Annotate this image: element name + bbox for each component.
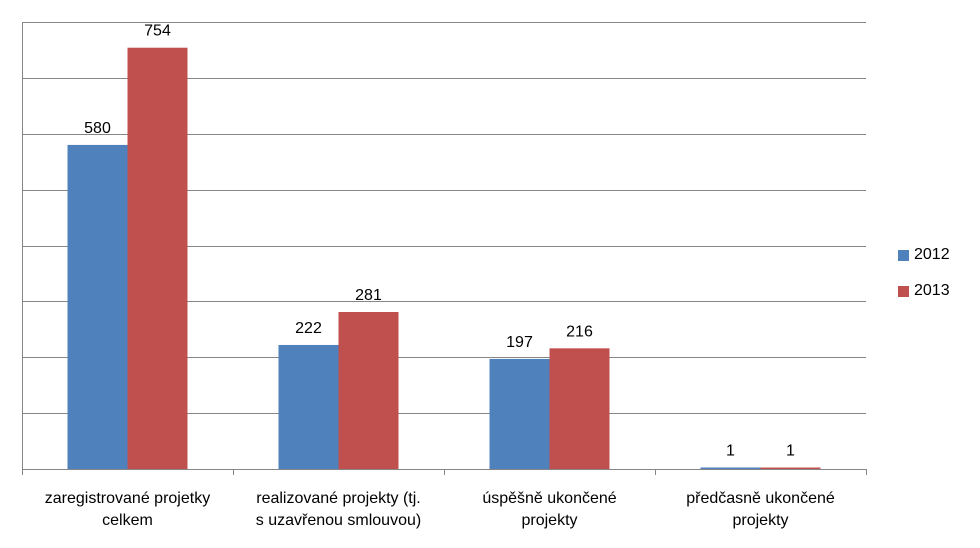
legend: 2012 2013 [898, 244, 978, 316]
data-label-2013-3: 1 [786, 443, 795, 460]
legend-label-2012: 2012 [914, 246, 950, 263]
x-tick-label: zaregistrované projetky celkem [45, 490, 210, 529]
data-label-2012-3: 1 [726, 443, 735, 460]
legend-item-2012: 2012 [898, 244, 978, 266]
x-tick-label: úspěšně ukončené projekty [482, 490, 616, 529]
bar-2012-1 [278, 344, 339, 469]
bar-2013-0 [127, 47, 188, 469]
data-label-2013-2: 216 [566, 323, 593, 340]
bar-2012-3 [700, 467, 761, 469]
data-label-2012-0: 580 [84, 120, 111, 137]
x-tick-label: realizované projekty (tj. s uzavřenou sml… [256, 490, 421, 529]
legend-swatch-2012 [898, 249, 909, 261]
data-label-2013-0: 754 [144, 23, 171, 40]
data-label-2012-1: 222 [295, 320, 322, 337]
legend-item-2013: 2013 [898, 280, 978, 302]
bar-2012-2 [489, 358, 550, 469]
data-label-2013-1: 281 [355, 287, 382, 304]
legend-swatch-2013 [898, 285, 909, 297]
x-tick-label: předčasně ukončené projekty [686, 490, 835, 529]
legend-label-2013: 2013 [914, 282, 950, 299]
bar-2013-3 [760, 467, 821, 469]
bar-2013-1 [338, 311, 399, 469]
bar-2013-2 [549, 348, 610, 469]
data-label-2012-2: 197 [506, 334, 533, 351]
bar-2012-0 [67, 144, 128, 470]
